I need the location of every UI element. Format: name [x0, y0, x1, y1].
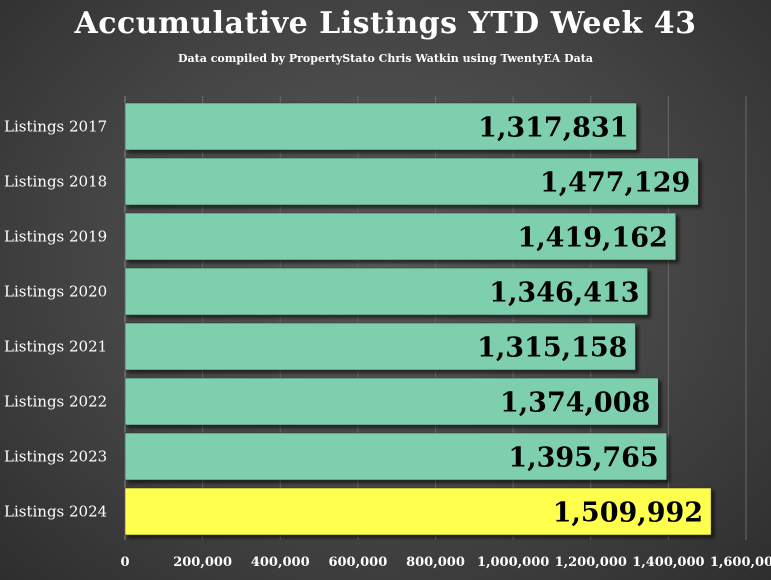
- x-tick-label: 800,000: [406, 555, 465, 570]
- bars: 1,317,831 1,477,129 1,419,162 1,346,413 1,31…: [124, 102, 712, 536]
- bar-value-label: 1,317,831: [478, 113, 628, 144]
- x-tick-label: 1,600,000: [710, 555, 771, 570]
- bar: [124, 322, 636, 371]
- x-tick-label: 1,000,000: [477, 555, 549, 570]
- bar: [124, 487, 712, 536]
- bar: [124, 157, 699, 206]
- bar: [124, 377, 659, 426]
- x-tick-label: 400,000: [251, 555, 310, 570]
- bar-value-label: 1,477,129: [540, 168, 690, 199]
- chart-title: Accumulative Listings YTD Week 43: [74, 6, 697, 41]
- category-label: Listings 2022: [4, 393, 107, 411]
- bar: [124, 432, 667, 481]
- bar-value-label: 1,374,008: [500, 388, 650, 419]
- bar-value-label: 1,395,765: [508, 443, 658, 474]
- x-tick-label: 200,000: [173, 555, 232, 570]
- category-label: Listings 2019: [4, 228, 107, 246]
- category-label: Listings 2017: [4, 118, 107, 136]
- x-tick-label: 600,000: [328, 555, 387, 570]
- x-tick-label: 1,200,000: [555, 555, 627, 570]
- bar-value-label: 1,346,413: [489, 278, 639, 309]
- bar-value-label: 1,419,162: [517, 223, 667, 254]
- category-labels: Listings 2017 Listings 2018 Listings 2019 L…: [4, 118, 107, 521]
- bar-value-label: 1,315,158: [477, 333, 627, 364]
- bar: [124, 267, 648, 316]
- bar: [124, 212, 677, 261]
- bar-value-label: 1,509,992: [553, 498, 703, 529]
- chart-subtitle: Data compiled by PropertyStato Chris Wat…: [177, 52, 594, 65]
- category-label: Listings 2020: [4, 283, 107, 301]
- category-label: Listings 2023: [4, 448, 107, 466]
- category-label: Listings 2018: [4, 173, 107, 191]
- category-label: Listings 2021: [4, 338, 107, 356]
- x-tick-label: 0: [120, 555, 129, 570]
- x-tick-label: 1,400,000: [632, 555, 704, 570]
- bar: [124, 102, 637, 151]
- x-axis-ticks: 0 200,000 400,000 600,000 800,000 1,000,000 1,…: [120, 555, 771, 570]
- category-label: Listings 2024: [4, 503, 107, 521]
